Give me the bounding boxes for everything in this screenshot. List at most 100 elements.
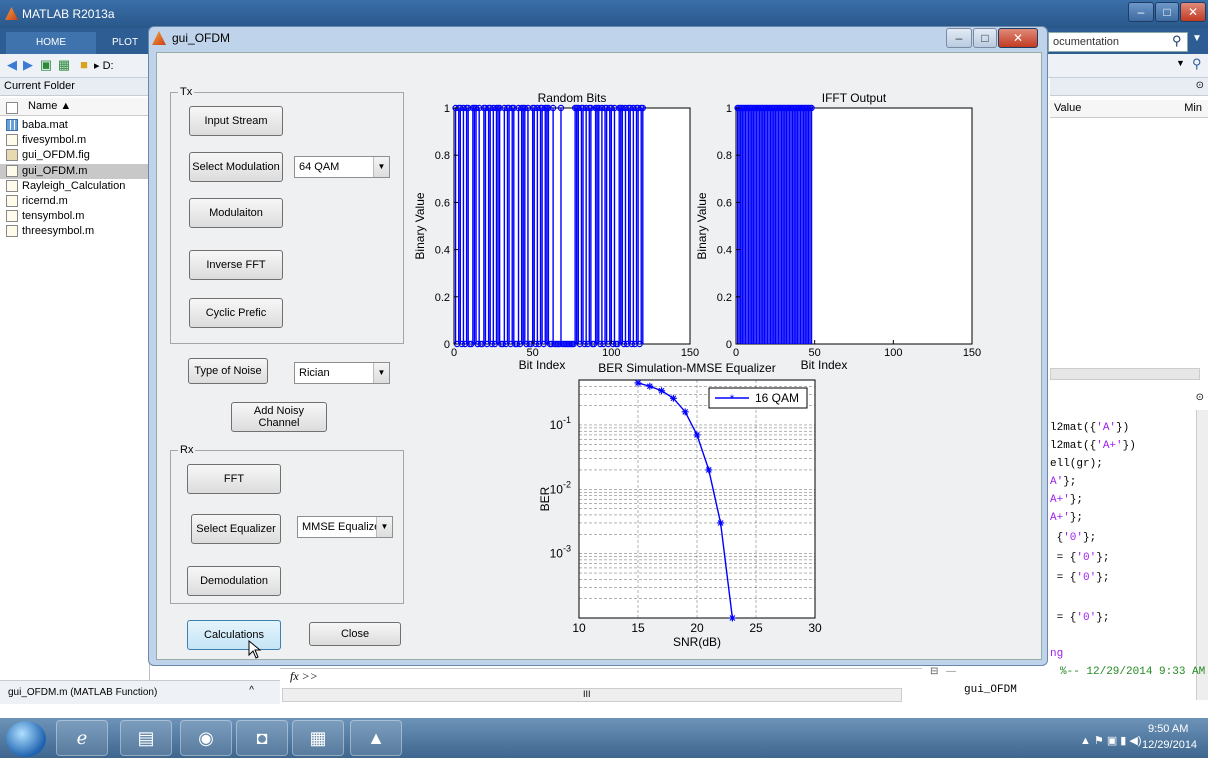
equalizer-select[interactable]: MMSE Equalizer ▼ (297, 516, 393, 538)
ribbon-menu-icon[interactable]: ▼ (1192, 33, 1202, 44)
select-modulation-button[interactable]: Select Modulation (189, 152, 283, 182)
chevron-down-icon[interactable]: ▼ (376, 517, 392, 537)
code-line: = {'0'}; (1050, 572, 1110, 584)
close-icon[interactable]: ✕ (1180, 2, 1206, 22)
bar-marker (532, 340, 540, 348)
file-item-selected[interactable]: gui_OFDM.m (22, 165, 88, 177)
command-prompt[interactable]: fx >> (290, 669, 318, 683)
chevron-down-icon[interactable]: ▼ (373, 363, 389, 383)
series-point (646, 382, 654, 390)
fft-button[interactable]: FFT (187, 464, 281, 494)
noise-select-value: Rician (299, 367, 330, 379)
tab-plots[interactable]: PLOT (111, 37, 139, 48)
browse-icon[interactable]: ▦ (57, 57, 71, 72)
back-arrow-icon[interactable]: ◀ (7, 57, 17, 72)
value-column-header[interactable]: Value (1054, 102, 1082, 114)
matlab-titlebar: MATLAB R2013a – □ ✕ (0, 0, 1208, 28)
chevron-down-icon[interactable]: ▼ (373, 157, 389, 177)
tray-icons[interactable]: ▲ ⚑ ▣ ▮ ◀) (1080, 735, 1142, 747)
file-item[interactable]: threesymbol.m (22, 225, 95, 237)
code-line: = {'0'}; (1050, 552, 1110, 564)
forward-arrow-icon[interactable]: ▶ (23, 57, 33, 72)
file-item[interactable]: Rayleigh_Calculation (22, 180, 126, 192)
address-path[interactable]: ▸ D: (94, 60, 114, 72)
panel-expand-icon[interactable]: ⊙ (1195, 80, 1204, 91)
series-point (681, 408, 689, 416)
history-session[interactable]: %-- 12/29/2014 9:33 AM --% (1060, 666, 1206, 678)
select-equalizer-button[interactable]: Select Equalizer (191, 514, 281, 544)
address-dropdown-icon[interactable]: ▼ (1176, 58, 1185, 68)
y-tick-label: 0.6 (435, 197, 450, 209)
m-file-icon (6, 210, 18, 222)
media-player-icon[interactable]: ◘ (236, 720, 288, 756)
y-tick-label: 10-2 (550, 479, 571, 496)
app-grid-icon[interactable]: ▦ (292, 720, 344, 756)
workspace-hscroll[interactable] (1050, 368, 1200, 380)
maximize-icon[interactable]: □ (1155, 2, 1179, 22)
details-bar: gui_OFDM.m (MATLAB Function) ^ (0, 680, 280, 704)
m-file-icon (6, 225, 18, 237)
plot-area (453, 107, 691, 345)
figure-close-icon[interactable]: ✕ (998, 28, 1038, 48)
demodulation-button[interactable]: Demodulation (187, 566, 281, 596)
series-point (634, 379, 642, 387)
workspace-columns: Value Min (1050, 100, 1208, 118)
details-toggle-icon[interactable]: ^ (249, 685, 254, 696)
type-of-noise-button[interactable]: Type of Noise (188, 358, 268, 384)
windows-start-icon[interactable] (6, 721, 46, 757)
clock-time[interactable]: 9:50 AM (1148, 723, 1189, 735)
modulation-button[interactable]: Modulaiton (189, 198, 283, 228)
tab-home[interactable]: HOME (6, 32, 96, 54)
file-item[interactable]: baba.mat (22, 119, 68, 131)
calculations-button[interactable]: Calculations (187, 620, 281, 650)
documentation-search-input[interactable]: ocumentation (1048, 32, 1188, 52)
figure-title: gui_OFDM (172, 31, 231, 45)
file-explorer-icon[interactable]: ▤ (120, 720, 172, 756)
file-item[interactable]: gui_OFDM.fig (22, 149, 90, 161)
figure-minimize-icon[interactable]: – (946, 28, 972, 48)
cyclic-prefix-button[interactable]: Cyclic Prefic (189, 298, 283, 328)
internet-explorer-icon[interactable]: ℯ (56, 720, 108, 756)
collapse-icon[interactable]: ⊟ (930, 666, 939, 677)
figure-maximize-icon[interactable]: □ (973, 28, 997, 48)
plot-area (735, 107, 973, 345)
series-point (693, 431, 701, 439)
clock-date[interactable]: 12/29/2014 (1142, 739, 1198, 751)
series-point (669, 394, 677, 402)
address-search-icon[interactable]: ⚲ (1192, 56, 1202, 71)
rx-group (170, 450, 404, 604)
x-tick-label: 25 (749, 621, 763, 635)
input-stream-button[interactable]: Input Stream (189, 106, 283, 136)
noise-select[interactable]: Rician ▼ (294, 362, 390, 384)
modulation-select[interactable]: 64 QAM ▼ (294, 156, 390, 178)
workspace-panel: Value Min ⊙ (1050, 78, 1208, 388)
x-tick-label: 0 (451, 347, 457, 359)
bar-marker (499, 340, 506, 348)
search-icon[interactable]: ⚲ (1172, 33, 1182, 48)
command-hscroll[interactable]: III (282, 688, 902, 702)
y-axis-label: Binary Value (413, 192, 427, 259)
chrome-icon[interactable]: ◉ (180, 720, 232, 756)
file-item[interactable]: tensymbol.m (22, 210, 85, 222)
panel-expand-icon[interactable]: ⊙ (1195, 392, 1204, 403)
minimize-icon[interactable]: – (1128, 2, 1154, 22)
up-folder-icon[interactable]: ▣ (39, 57, 53, 72)
name-column-header[interactable]: Name ▲ (0, 98, 150, 116)
x-tick-label: 20 (690, 621, 704, 635)
code-line: = {'0'}; (1050, 612, 1110, 624)
min-column-header[interactable]: Min (1184, 102, 1202, 114)
m-file-icon (6, 134, 18, 146)
inverse-fft-button[interactable]: Inverse FFT (189, 250, 283, 280)
add-noisy-channel-button[interactable]: Add Noisy Channel (231, 402, 327, 432)
file-item[interactable]: ricernd.m (22, 195, 68, 207)
history-entry[interactable]: gui_OFDM (964, 684, 1017, 696)
y-tick-label: 0.6 (717, 197, 732, 209)
folder-icon[interactable]: ■ (80, 57, 88, 72)
file-item[interactable]: fivesymbol.m (22, 134, 87, 146)
x-axis-label: Bit Index (519, 358, 566, 372)
matlab-taskbar-icon[interactable]: ▲ (350, 720, 402, 756)
scroll-thumb[interactable]: III (583, 689, 591, 699)
close-button[interactable]: Close (309, 622, 401, 646)
history-vscroll[interactable] (1196, 410, 1208, 700)
